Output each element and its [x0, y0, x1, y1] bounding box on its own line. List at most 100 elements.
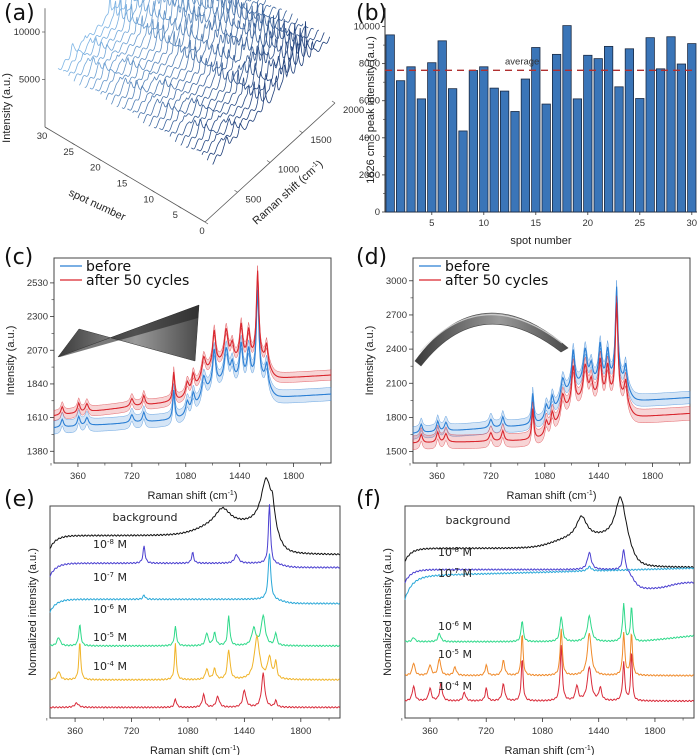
y-tick-label: 10000 — [354, 22, 380, 33]
x-tick-label: 25 — [635, 218, 646, 229]
series-label-1e-8: 10-8 M — [438, 546, 472, 559]
band-before — [412, 280, 691, 440]
bar-spot-7 — [447, 88, 458, 213]
series-label-1e-5: 10-5 M — [93, 631, 127, 644]
label-exponent: -8 — [452, 546, 459, 554]
bar-spot-27 — [656, 68, 666, 213]
x-axis-label: Raman shift (cm-1) — [507, 490, 597, 502]
bar-spot-21 — [593, 58, 603, 213]
shift-tick — [331, 100, 336, 104]
label-unit: M — [459, 620, 472, 633]
x-tick-label: 360 — [429, 471, 445, 482]
intensity-axis-label: Intensity (a.u.) — [1, 73, 13, 143]
y-axis-label: Intensity (a.u.) — [364, 326, 376, 396]
x-tick-label: 1800 — [642, 471, 663, 482]
x-tick-label: 1080 — [177, 726, 198, 737]
panel-label-a: (a) — [4, 1, 35, 26]
spectrum-line-spot-22 — [100, 0, 190, 95]
x-tick-label: 1800 — [644, 726, 665, 737]
label-base: 10 — [93, 631, 107, 644]
y-tick-label: 1500 — [386, 447, 407, 458]
y-tick-label: 2000 — [359, 170, 380, 181]
series-line-after-50-cycles — [412, 302, 691, 444]
panel-e-line-chart: 360 720 1080 1440 1800 Raman shift (cm-1) Norm… — [27, 477, 341, 755]
spectrum-line-background — [404, 496, 694, 569]
x-tick-label: 1080 — [532, 726, 553, 737]
label-unit: M — [114, 631, 127, 644]
x-axis-label: Raman shift (cm-1) — [150, 745, 240, 755]
x-tick-label: 1800 — [290, 726, 311, 737]
bar-spot-22 — [604, 45, 614, 213]
label-base: 10 — [93, 538, 107, 551]
series-label-background: background — [112, 511, 177, 524]
bar-spot-5 — [427, 62, 437, 213]
label-unit: M — [459, 680, 472, 693]
x-tick-label: 1440 — [588, 726, 609, 737]
bar-spot-2 — [395, 80, 406, 213]
panel-d-line-chart: 360 720 1080 1440 1800 1500 1800 2100 2400 2700 30… — [364, 257, 691, 502]
spectrum-line-spot-28 — [68, 0, 139, 77]
spectrum-line-1e-7 — [49, 553, 341, 613]
y-axis-label: Intensity (a.u.) — [5, 326, 17, 396]
shift-tick-label: 500 — [246, 194, 262, 205]
intensity-tick-label: 10000 — [14, 27, 40, 38]
legend-label-after-50-cycles: after 50 cycles — [86, 273, 189, 289]
spectrum-line-1e-6 — [404, 602, 694, 643]
y-axis-label: Normalized intensity (a.u.) — [27, 548, 39, 676]
panel-label-e: (e) — [4, 487, 35, 512]
spot-tick — [151, 190, 155, 193]
spot-tick-label: 30 — [37, 131, 48, 142]
plot-frame — [412, 257, 691, 464]
panel-f-line-chart: 360 720 1080 1440 1800 Raman shift (cm-1) Norm… — [382, 496, 695, 755]
label-exponent: -4 — [107, 660, 115, 668]
bar-spot-16 — [541, 103, 551, 213]
y-tick-label: 3000 — [386, 276, 407, 287]
bar-spot-14 — [520, 78, 531, 213]
bent-sheet-highlight — [419, 314, 563, 353]
x-tick-label: 360 — [67, 726, 83, 737]
label-exponent: -8 — [107, 538, 114, 546]
y-tick-label: 1610 — [27, 413, 48, 424]
label-unit: M — [459, 567, 472, 580]
bar-spot-13 — [510, 111, 520, 213]
plot-frame — [404, 505, 695, 719]
x-tick-label: 15 — [531, 218, 542, 229]
spot-tick-label: 0 — [199, 226, 204, 237]
y-tick-label: 8000 — [359, 59, 380, 70]
spectrum-line-1e-5 — [49, 634, 340, 682]
shift-tick — [299, 130, 303, 134]
panel-label-b: (b) — [356, 1, 387, 26]
bar-spot-17 — [552, 53, 562, 213]
label-base: 10 — [93, 603, 107, 616]
y-tick-label: 1800 — [386, 412, 407, 423]
y-tick-label: 6000 — [359, 96, 380, 107]
bar-spot-10 — [479, 66, 489, 213]
spot-axis-label: spot number — [67, 187, 128, 224]
series-label-1e-8: 10-8 M — [93, 538, 127, 551]
x-tick-label: 10 — [479, 218, 490, 229]
spectrum-line-spot-1 — [212, 21, 331, 165]
spot-tick — [98, 158, 102, 161]
series-label-1e-4: 10-4 M — [93, 660, 127, 673]
x-tick-label: 1440 — [229, 471, 250, 482]
bar-spot-25 — [635, 98, 645, 213]
spot-tick-label: 25 — [63, 147, 74, 158]
spectrum-line-background — [49, 477, 340, 556]
series-label-1e-4: 10-4 M — [438, 680, 472, 693]
x-tick-label: 1800 — [283, 471, 304, 482]
label-unit: M — [114, 660, 127, 673]
twisted-sheet-edge — [58, 305, 199, 357]
bent-sheet-icon — [414, 312, 569, 367]
bar-spot-19 — [572, 98, 583, 213]
label-base: 10 — [93, 660, 107, 673]
x-tick-label: 1080 — [534, 471, 555, 482]
panel-label-f: (f) — [356, 487, 381, 512]
x-tick-label: 720 — [483, 471, 499, 482]
legend-label-after-50-cycles: after 50 cycles — [445, 273, 548, 289]
label-unit: M — [114, 603, 127, 616]
x-tick-label: 30 — [687, 218, 697, 229]
spot-tick — [204, 221, 209, 225]
bar-spot-9 — [468, 70, 479, 213]
y-tick-label: 2400 — [386, 344, 407, 355]
